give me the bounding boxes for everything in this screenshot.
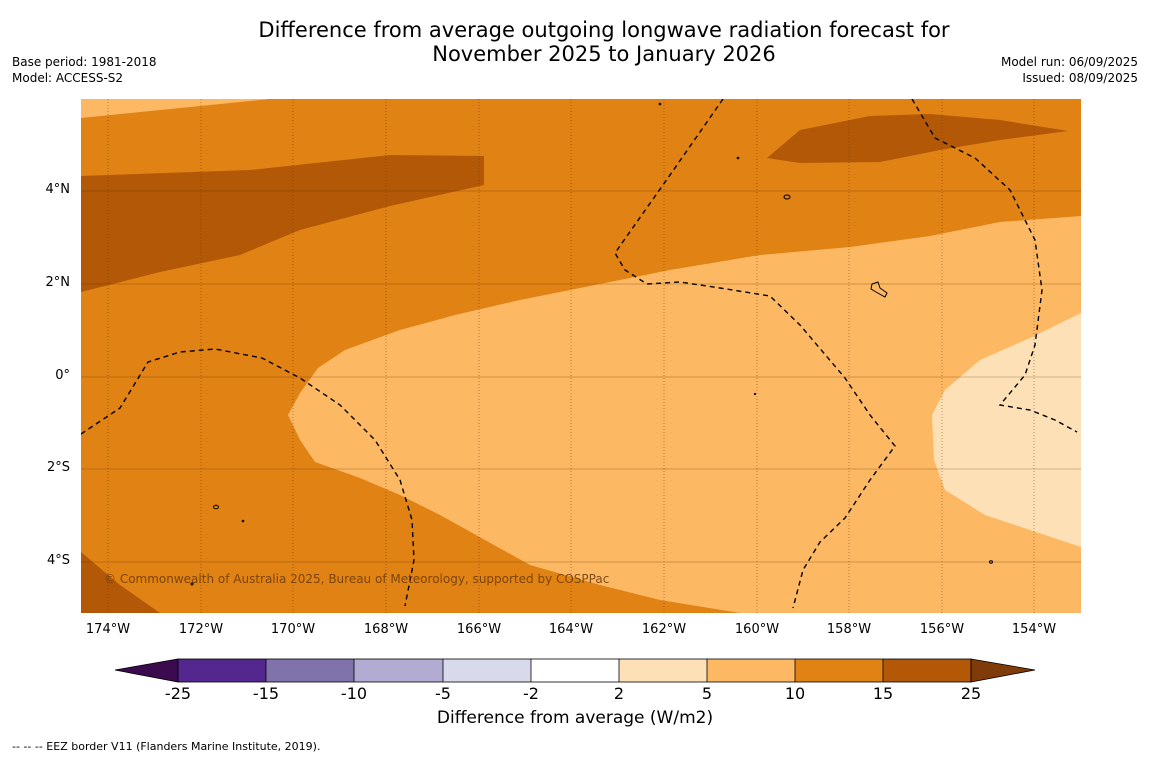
island-2 — [870, 281, 888, 298]
copyright-notice: © Commonwealth of Australia 2025, Bureau… — [104, 572, 610, 586]
band-5-10-main — [288, 216, 1081, 613]
eez-border-east — [911, 99, 1078, 433]
issued-date: Issued: 08/09/2025 — [1022, 71, 1138, 85]
band-15-25-topright — [767, 114, 1068, 163]
lon-label-174w: 174°W — [85, 622, 131, 637]
colorbar — [114, 658, 1036, 683]
island-7 — [753, 392, 757, 396]
model-run: Model run: 06/09/2025 — [1000, 55, 1138, 69]
meta-right: Model run: 06/09/2025 Issued: 08/09/2025 — [1001, 54, 1138, 86]
colorbar-tick-label: 10 — [784, 684, 806, 703]
lon-label-154w: 154°W — [1011, 622, 1057, 637]
eez-border-west — [81, 348, 415, 607]
lat-label-2s: 2°S — [46, 460, 70, 475]
colorbar-tick-label: 25 — [960, 684, 982, 703]
island-9 — [190, 582, 194, 586]
island-3 — [213, 504, 219, 510]
chart-title: Difference from average outgoing longwav… — [200, 18, 1008, 66]
island-8 — [989, 560, 993, 564]
lon-label-172w: 172°W — [178, 622, 224, 637]
meta-left: Base period: 1981-2018 Model: ACCESS-S2 — [12, 54, 157, 86]
lon-label-170w: 170°W — [270, 622, 316, 637]
lon-label-156w: 156°W — [919, 622, 965, 637]
band-5-10-topleft — [81, 99, 360, 118]
lon-label-160w: 160°W — [734, 622, 780, 637]
lon-label-164w: 164°W — [548, 622, 594, 637]
lon-label-166w: 166°W — [456, 622, 502, 637]
colorbar-outline — [177, 658, 972, 683]
colorbar-bin-7 — [707, 659, 795, 682]
colorbar-tick-label: -25 — [164, 684, 192, 703]
colorbar-tick-label: -2 — [523, 684, 539, 703]
island-4 — [241, 519, 245, 523]
lat-label-4n: 4°N — [45, 182, 71, 197]
eez-footnote: -- -- -- EEZ border V11 (Flanders Marine… — [12, 740, 321, 753]
island-6 — [736, 156, 740, 160]
colorbar-tick-label: -10 — [340, 684, 368, 703]
colorbar-bin-5 — [531, 659, 619, 682]
band-15-25-left — [81, 155, 484, 292]
band-2-5-right — [932, 313, 1081, 547]
colorbar-bin-9 — [883, 659, 971, 682]
eez-borders — [81, 99, 1078, 609]
lat-label-2n: 2°N — [45, 275, 71, 290]
lon-label-162w: 162°W — [641, 622, 687, 637]
colorbar-bin-6 — [619, 659, 707, 682]
colorbar-tick-label: 15 — [872, 684, 894, 703]
contour-fills — [81, 99, 1081, 613]
colorbar-tick-label: -15 — [252, 684, 280, 703]
colorbar-above-extension — [970, 658, 1036, 683]
colorbar-title: Difference from average (W/m2) — [436, 708, 714, 728]
colorbar-below-extension — [114, 658, 179, 683]
title-line-1: Difference from average outgoing longwav… — [258, 18, 950, 42]
lon-label-168w: 168°W — [363, 622, 409, 637]
colorbar-bin-8 — [795, 659, 883, 682]
base-period: Base period: 1981-2018 — [12, 55, 157, 69]
colorbar-tick-label: 2 — [613, 684, 625, 703]
eez-border-central — [614, 99, 896, 609]
colorbar-tick-label: 5 — [701, 684, 713, 703]
lat-label-4s: 4°S — [46, 553, 70, 568]
colorbar-bin-2 — [266, 659, 354, 682]
lon-label-158w: 158°W — [826, 622, 872, 637]
colorbar-bin-4 — [443, 659, 531, 682]
colorbar-bin-1 — [178, 659, 266, 682]
island-1 — [783, 194, 791, 200]
islands — [190, 102, 993, 586]
colorbar-bin-3 — [354, 659, 443, 682]
colorbar-tick-label: -5 — [435, 684, 451, 703]
band-15-25-bottomleft — [81, 552, 160, 613]
title-line-2: November 2025 to January 2026 — [432, 42, 776, 66]
island-5 — [658, 102, 662, 106]
lat-label-0: 0° — [55, 368, 70, 383]
lat-gridlines — [81, 190, 1081, 563]
model-name: Model: ACCESS-S2 — [12, 71, 124, 85]
